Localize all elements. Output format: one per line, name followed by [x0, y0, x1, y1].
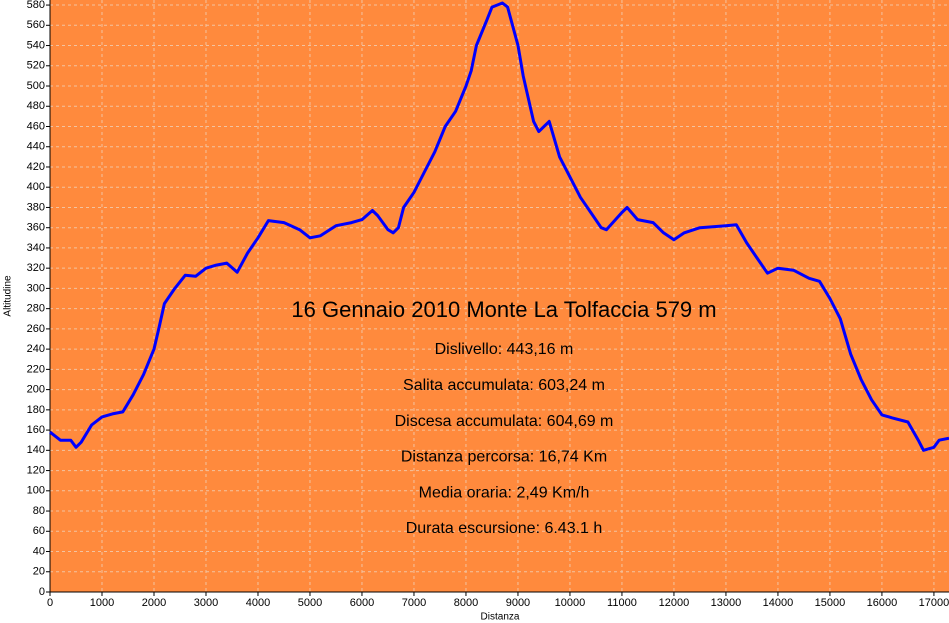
- y-tick-label: 200: [27, 384, 45, 396]
- chart-title: 16 Gennaio 2010 Monte La Tolfaccia 579 m: [291, 297, 716, 322]
- x-tick-label: 4000: [246, 597, 270, 609]
- y-tick-label: 380: [27, 201, 45, 213]
- x-tick-label: 5000: [298, 597, 322, 609]
- x-tick-label: 16000: [867, 597, 898, 609]
- annotation: Salita accumulata: 603,24 m: [403, 377, 605, 394]
- y-tick-label: 60: [33, 525, 45, 537]
- y-tick-label: 20: [33, 566, 45, 578]
- y-tick-label: 320: [27, 262, 45, 274]
- x-tick-label: 8000: [454, 597, 478, 609]
- y-tick-label: 340: [27, 242, 45, 254]
- plot-area: [50, 0, 949, 592]
- y-tick-label: 0: [39, 586, 45, 598]
- x-axis-label: Distanza: [481, 612, 520, 623]
- x-tick-label: 7000: [402, 597, 426, 609]
- y-tick-label: 560: [27, 19, 45, 31]
- y-tick-label: 540: [27, 39, 45, 51]
- x-tick-label: 3000: [194, 597, 218, 609]
- y-tick-label: 300: [27, 282, 45, 294]
- x-tick-label: 13000: [711, 597, 742, 609]
- y-tick-label: 80: [33, 505, 45, 517]
- x-tick-label: 1000: [90, 597, 114, 609]
- elevation-line: [49, 1, 949, 452]
- y-tick-label: 520: [27, 60, 45, 72]
- y-tick-label: 160: [27, 424, 45, 436]
- y-tick-label: 260: [27, 323, 45, 335]
- x-tick-label: 12000: [659, 597, 690, 609]
- y-tick-label: 420: [27, 161, 45, 173]
- y-tick-label: 100: [27, 485, 45, 497]
- y-tick-label: 140: [27, 444, 45, 456]
- x-tick-label: 6000: [350, 597, 374, 609]
- annotation: Durata escursione: 6.43.1 h: [406, 520, 603, 537]
- y-tick-label: 240: [27, 343, 45, 355]
- annotation: Media oraria: 2,49 Km/h: [419, 484, 590, 501]
- y-tick-label: 360: [27, 222, 45, 234]
- y-tick-label: 400: [27, 181, 45, 193]
- y-tick-label: 580: [27, 0, 45, 11]
- x-tick-label: 10000: [555, 597, 586, 609]
- y-tick-label: 280: [27, 303, 45, 315]
- annotation: Dislivello: 443,16 m: [435, 341, 574, 358]
- x-tick-label: 0: [47, 597, 53, 609]
- y-tick-label: 120: [27, 464, 45, 476]
- x-tick-label: 2000: [142, 597, 166, 609]
- annotation: Distanza percorsa: 16,74 Km: [401, 449, 607, 466]
- y-tick-label: 460: [27, 120, 45, 132]
- x-tick-label: 15000: [815, 597, 846, 609]
- y-tick-label: 40: [33, 545, 45, 557]
- annotation: Discesa accumulata: 604,69 m: [395, 413, 614, 430]
- y-tick-label: 440: [27, 141, 45, 153]
- x-tick-label: 17000: [919, 597, 949, 609]
- y-tick-label: 500: [27, 80, 45, 92]
- x-tick-label: 11000: [607, 597, 637, 609]
- y-tick-label: 180: [27, 404, 45, 416]
- y-axis-label: Altitudine: [3, 275, 14, 317]
- y-tick-label: 480: [27, 100, 45, 112]
- x-tick-label: 14000: [763, 597, 794, 609]
- y-tick-label: 220: [27, 363, 45, 375]
- x-tick-label: 9000: [506, 597, 530, 609]
